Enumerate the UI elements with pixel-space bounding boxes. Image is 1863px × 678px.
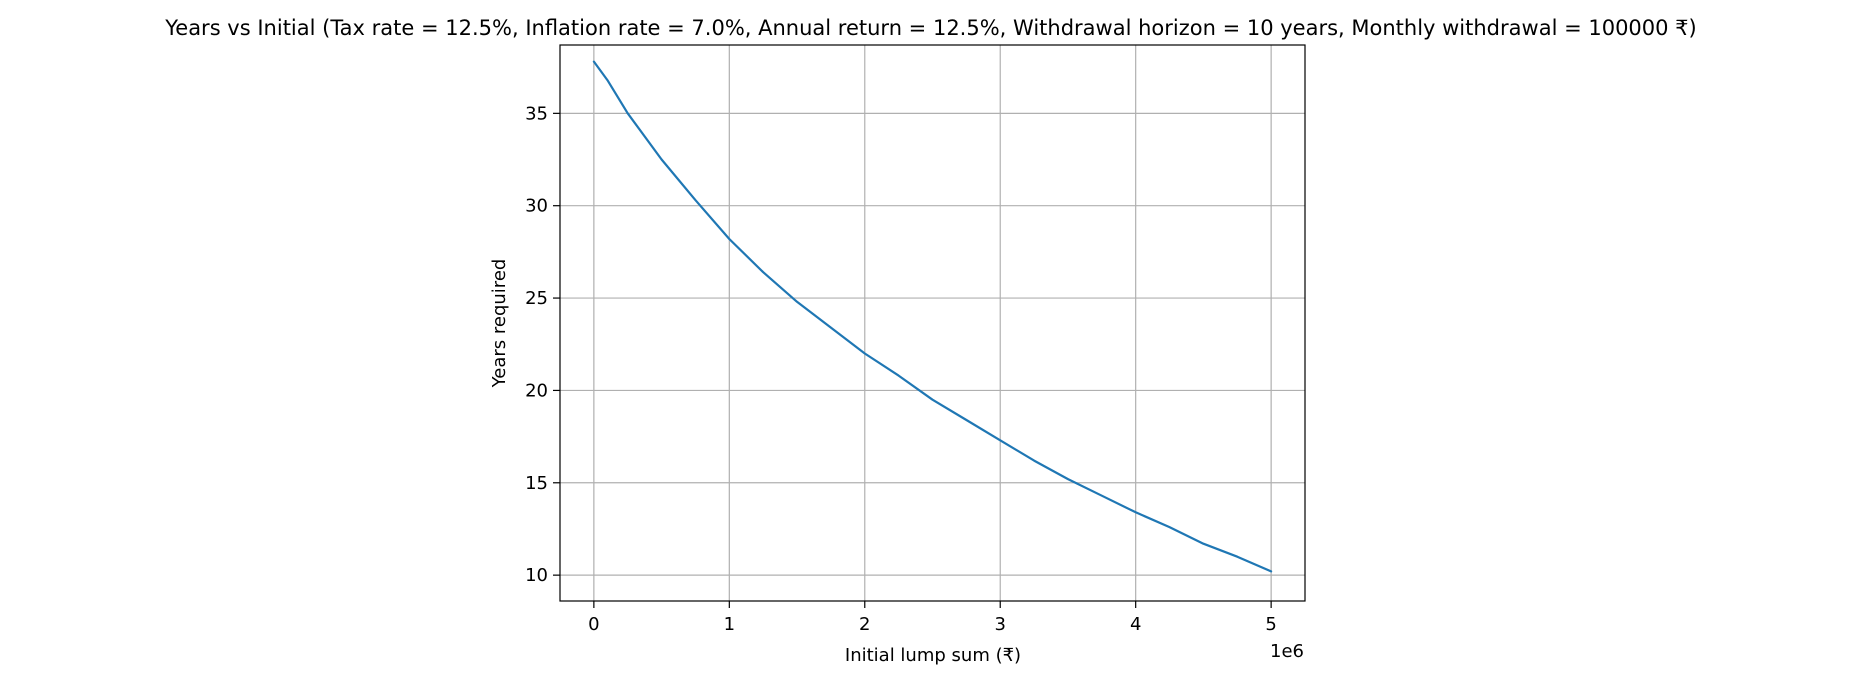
ticks: 0 1 2 3 4 5 10 15 20 25 30 35	[525, 103, 1277, 635]
series-line	[592, 60, 1273, 573]
y-tick-label: 10	[525, 565, 548, 586]
series-layer	[592, 60, 1273, 573]
plot-frame	[559, 44, 1306, 602]
y-tick-label: 30	[525, 196, 548, 217]
y-tick-label: 15	[525, 473, 548, 494]
x-tick-label: 4	[1130, 614, 1141, 635]
x-tick-label: 1	[724, 614, 735, 635]
x-tick-label: 5	[1265, 614, 1276, 635]
x-tick-label: 0	[588, 614, 599, 635]
x-tick-label: 2	[859, 614, 870, 635]
y-axis-label: Years required	[489, 259, 510, 389]
x-axis-offset-label: 1e6	[1270, 641, 1304, 662]
grid	[560, 45, 1305, 601]
y-tick-label: 35	[525, 103, 548, 124]
x-axis-label: Initial lump sum (₹)	[845, 645, 1021, 666]
y-tick-label: 25	[525, 288, 548, 309]
chart-title: Years vs Initial (Tax rate = 12.5%, Infl…	[164, 16, 1697, 40]
x-tick-label: 3	[995, 614, 1006, 635]
y-tick-label: 20	[525, 380, 548, 401]
